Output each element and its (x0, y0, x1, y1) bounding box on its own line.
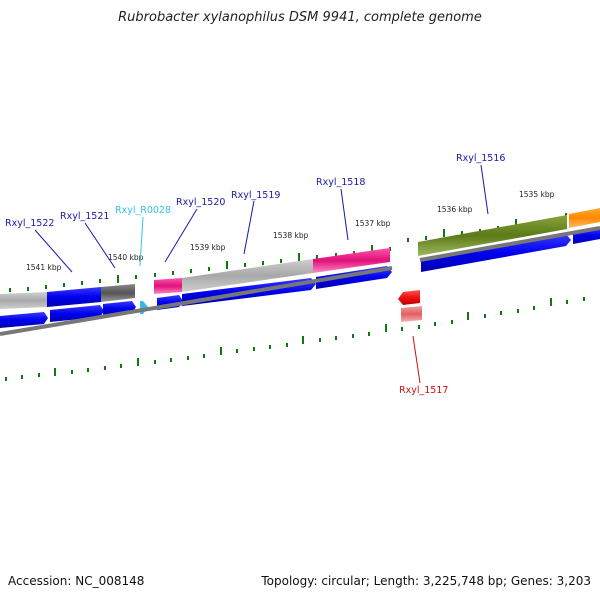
genome-backbone-right (419, 226, 600, 262)
gene-label-rxyl1519[interactable]: Rxyl_1519 (231, 190, 280, 201)
gene-label-rxyl1516[interactable]: Rxyl_1516 (456, 153, 505, 164)
gene-arrow-rxyl1517[interactable] (398, 290, 420, 305)
genome-summary: Topology: circular; Length: 3,225,748 bp… (261, 574, 591, 588)
gene-label-rxyl1518[interactable]: Rxyl_1518 (316, 177, 365, 188)
scale-label: 1535 kbp (519, 190, 555, 199)
scale-label: 1539 kbp (190, 243, 226, 252)
cog-segment-gray-long[interactable] (182, 259, 313, 292)
cog-segment-dark[interactable] (101, 284, 135, 302)
reverse-gene (398, 290, 422, 322)
gene-label-rxyl1520[interactable]: Rxyl_1520 (176, 197, 225, 208)
scale-label: 1537 kbp (355, 219, 391, 228)
scale-labels: 1541 kbp 1540 kbp 1539 kbp 1538 kbp 1537… (26, 190, 555, 272)
cog-segment-pink[interactable] (313, 248, 390, 273)
scale-label: 1540 kbp (108, 253, 144, 262)
lower-scale-ticks (5, 297, 585, 381)
cog-segment-rxyl1517[interactable] (401, 306, 422, 322)
cog-segment-orange[interactable] (569, 208, 600, 228)
cog-segment-gray[interactable] (0, 292, 47, 309)
gene-label-rxyl1522[interactable]: Rxyl_1522 (5, 218, 54, 229)
cog-band (0, 208, 600, 309)
gene-label-rxyl-r0028[interactable]: Rxyl_R0028 (115, 205, 171, 216)
gene-arrow-rxyl1516[interactable] (421, 234, 571, 272)
cog-segment-olive[interactable] (418, 215, 567, 256)
accession-label: Accession: NC_008148 (8, 574, 145, 588)
gene-labels: Rxyl_1522 Rxyl_1521 Rxyl_R0028 Rxyl_1520… (5, 153, 505, 396)
scale-label: 1536 kbp (437, 205, 473, 214)
gene-label-rxyl1521[interactable]: Rxyl_1521 (60, 211, 109, 222)
cog-segment-pink-small[interactable] (154, 278, 182, 294)
genome-title: Rubrobacter xylanophilus DSM 9941, compl… (118, 10, 482, 25)
cog-segment-blue[interactable] (47, 287, 101, 307)
genome-backbone-left (0, 266, 393, 336)
gene-label-rxyl1517[interactable]: Rxyl_1517 (399, 385, 448, 396)
gene-arrow-rxyl1522[interactable] (0, 312, 48, 328)
scale-label: 1538 kbp (273, 231, 309, 240)
label-leaders (34, 164, 489, 384)
scale-label: 1541 kbp (26, 263, 62, 272)
